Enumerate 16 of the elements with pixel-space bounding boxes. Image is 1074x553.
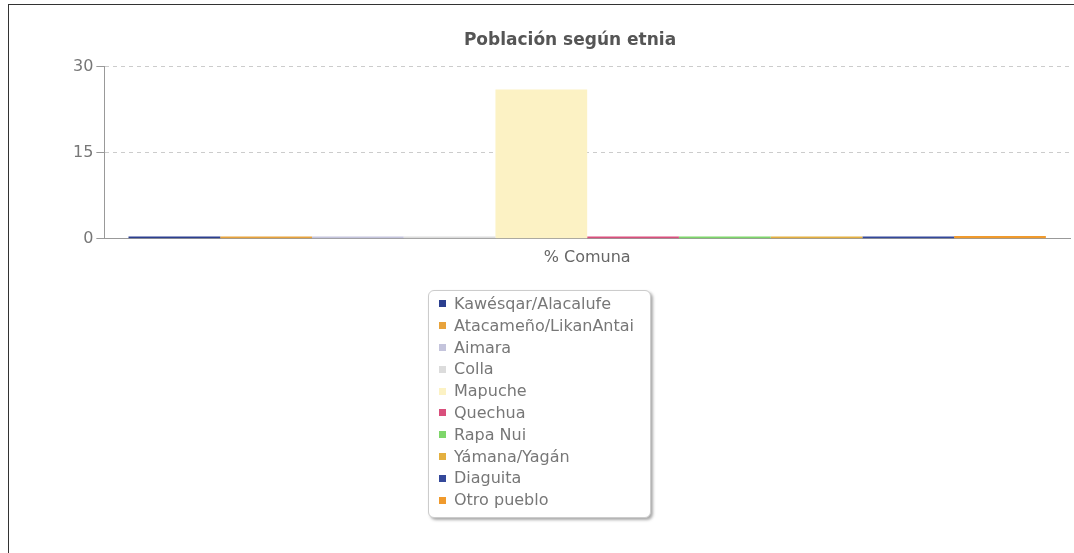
legend-label: Rapa Nui — [454, 423, 527, 446]
chart-title: Población según etnia — [463, 28, 677, 49]
legend-label: Colla — [454, 358, 494, 381]
legend-label: Aimara — [454, 336, 512, 359]
legend-label: Quechua — [454, 402, 526, 424]
bar — [495, 89, 588, 239]
y-tick-label: 15 — [73, 141, 94, 161]
legend-label: Mapuche — [454, 380, 527, 402]
legend-label: Yámana/Yagán — [454, 445, 570, 468]
x-tick-label: % Comuna — [543, 246, 631, 266]
legend-label: Diaguita — [454, 467, 522, 490]
legend-label: Atacameño/LikanAntai — [454, 314, 634, 337]
y-tick-label: 0 — [83, 227, 94, 247]
legend-label: Otro pueblo — [454, 489, 549, 511]
legend-label: Kawésqar/Alacalufe — [454, 293, 612, 315]
y-tick-label: 30 — [73, 55, 94, 75]
